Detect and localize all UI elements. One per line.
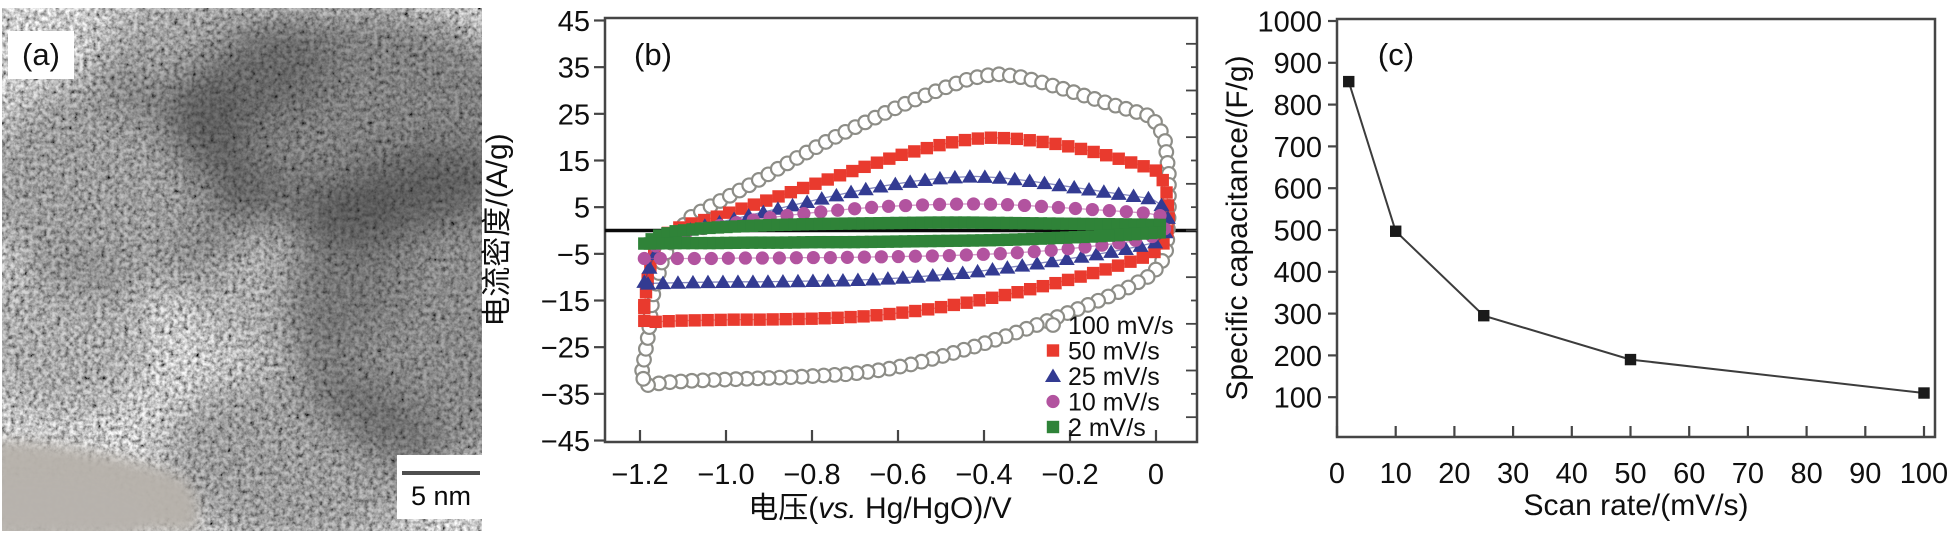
b-y-tick-label: 5 — [574, 193, 590, 225]
tem-micrograph — [2, 8, 482, 531]
c-y-tick-label: 1000 — [1257, 6, 1322, 38]
c-x-tick-label: 0 — [1329, 458, 1345, 490]
b-legend-label: 100 mV/s — [1068, 312, 1174, 340]
c-x-axis-title: Scan rate/(mV/s) — [1523, 489, 1748, 522]
b-x-tick-label: −0.6 — [869, 459, 926, 491]
panel-a-label: (a) — [22, 37, 60, 72]
panel-c-capacitance-plot: 0 10 20 30 40 50 60 70 80 90 100 1000 900 800 700 600 50… — [1221, 6, 1948, 522]
b-panel-label: (b) — [634, 37, 672, 72]
b-x-tick-label: 0 — [1148, 459, 1164, 491]
c-y-tick-label: 700 — [1274, 132, 1322, 164]
c-axes — [1335, 17, 1937, 439]
b-y-tick-label: −15 — [541, 286, 590, 318]
c-x-tick-label: 30 — [1497, 458, 1529, 490]
b-x-ticks — [638, 430, 1158, 442]
b-y-tick-label: −45 — [541, 426, 590, 458]
panel-a-label-box: (a) — [8, 31, 74, 79]
c-x-tick-label: 60 — [1673, 458, 1705, 490]
c-y-tick-label: 900 — [1274, 48, 1322, 80]
scale-bar-text: 5 nm — [410, 481, 472, 511]
c-x-tick-label: 80 — [1790, 458, 1822, 490]
b-y-tick-label: 35 — [558, 53, 590, 85]
c-y-tick-label: 400 — [1274, 257, 1322, 289]
c-y-tick-label: 200 — [1274, 341, 1322, 373]
b-x-axis-title: 电压(vs. Hg/HgO)/V — [748, 492, 1011, 525]
b-y-tick-label: 25 — [558, 99, 590, 131]
c-panel-label: (c) — [1378, 37, 1414, 72]
c-y-ticks — [1328, 19, 1337, 399]
c-y-tick-label: 800 — [1274, 90, 1322, 122]
c-x-tick-label: 40 — [1556, 458, 1588, 490]
b-x-tick-label: −1.0 — [697, 459, 754, 491]
b-y-tick-label: −5 — [557, 239, 590, 271]
c-x-tick-label: 100 — [1900, 458, 1948, 490]
b-legend-label: 10 mV/s — [1068, 389, 1160, 417]
c-y-tick-labels: 1000 900 800 700 600 500 400 300 200 100 — [1257, 6, 1322, 414]
b-y-ticks — [594, 19, 605, 442]
c-y-tick-label: 600 — [1274, 174, 1322, 206]
b-y-tick-label: 15 — [558, 146, 590, 178]
b-right-minor-ticks — [1186, 42, 1197, 419]
tem-dark-particle-regions — [2, 8, 482, 531]
b-y-tick-label: −25 — [541, 333, 590, 365]
c-x-tick-label: 10 — [1380, 458, 1412, 490]
c-x-ticks — [1335, 426, 1926, 437]
b-y-tick-label: 45 — [558, 6, 590, 38]
panel-a-tem-image: (a) 5 nm — [2, 8, 485, 531]
b-x-tick-label: −1.2 — [611, 459, 668, 491]
b-x-tick-label: −0.4 — [955, 459, 1012, 491]
c-y-tick-label: 100 — [1274, 383, 1322, 415]
b-y-tick-labels: 45 35 25 15 5 −5 −15 −25 −35 −45 — [541, 6, 590, 458]
c-capacitance-series — [1343, 75, 1930, 399]
cv-series-2-mV-s — [638, 216, 1167, 250]
b-legend: 100 mV/s50 mV/s25 mV/s10 mV/s2 mV/s — [1045, 312, 1174, 442]
c-y-tick-label: 500 — [1274, 215, 1322, 247]
b-y-tick-label: −35 — [541, 379, 590, 411]
b-y-axis-title: 电流密度/(A/g) — [481, 133, 514, 326]
tem-vacuum-light-region — [2, 440, 198, 531]
b-legend-label: 25 mV/s — [1068, 363, 1160, 391]
scale-bar: 5 nm — [397, 455, 485, 519]
c-x-tick-label: 90 — [1849, 458, 1881, 490]
b-x-tick-labels: −1.2 −1.0 −0.8 −0.6 −0.4 −0.2 0 — [611, 459, 1164, 491]
c-y-axis-title: Specific capacitance/(F/g) — [1221, 55, 1254, 400]
panel-b-cv-plot: −1.2 −1.0 −0.8 −0.6 −0.4 −0.2 0 45 35 25 15 5 −5 −15 −… — [481, 6, 1199, 525]
c-plot-frame — [1335, 17, 1937, 439]
c-x-tick-label: 20 — [1438, 458, 1470, 490]
b-legend-label: 2 mV/s — [1068, 414, 1146, 442]
c-x-tick-labels: 0 10 20 30 40 50 60 70 80 90 100 — [1329, 458, 1948, 490]
b-x-tick-label: −0.2 — [1041, 459, 1098, 491]
scale-bar-line — [402, 471, 480, 475]
c-x-tick-label: 50 — [1614, 458, 1646, 490]
b-legend-label: 50 mV/s — [1068, 338, 1160, 366]
b-x-tick-label: −0.8 — [783, 459, 840, 491]
c-y-tick-label: 300 — [1274, 299, 1322, 331]
c-x-tick-label: 70 — [1732, 458, 1764, 490]
